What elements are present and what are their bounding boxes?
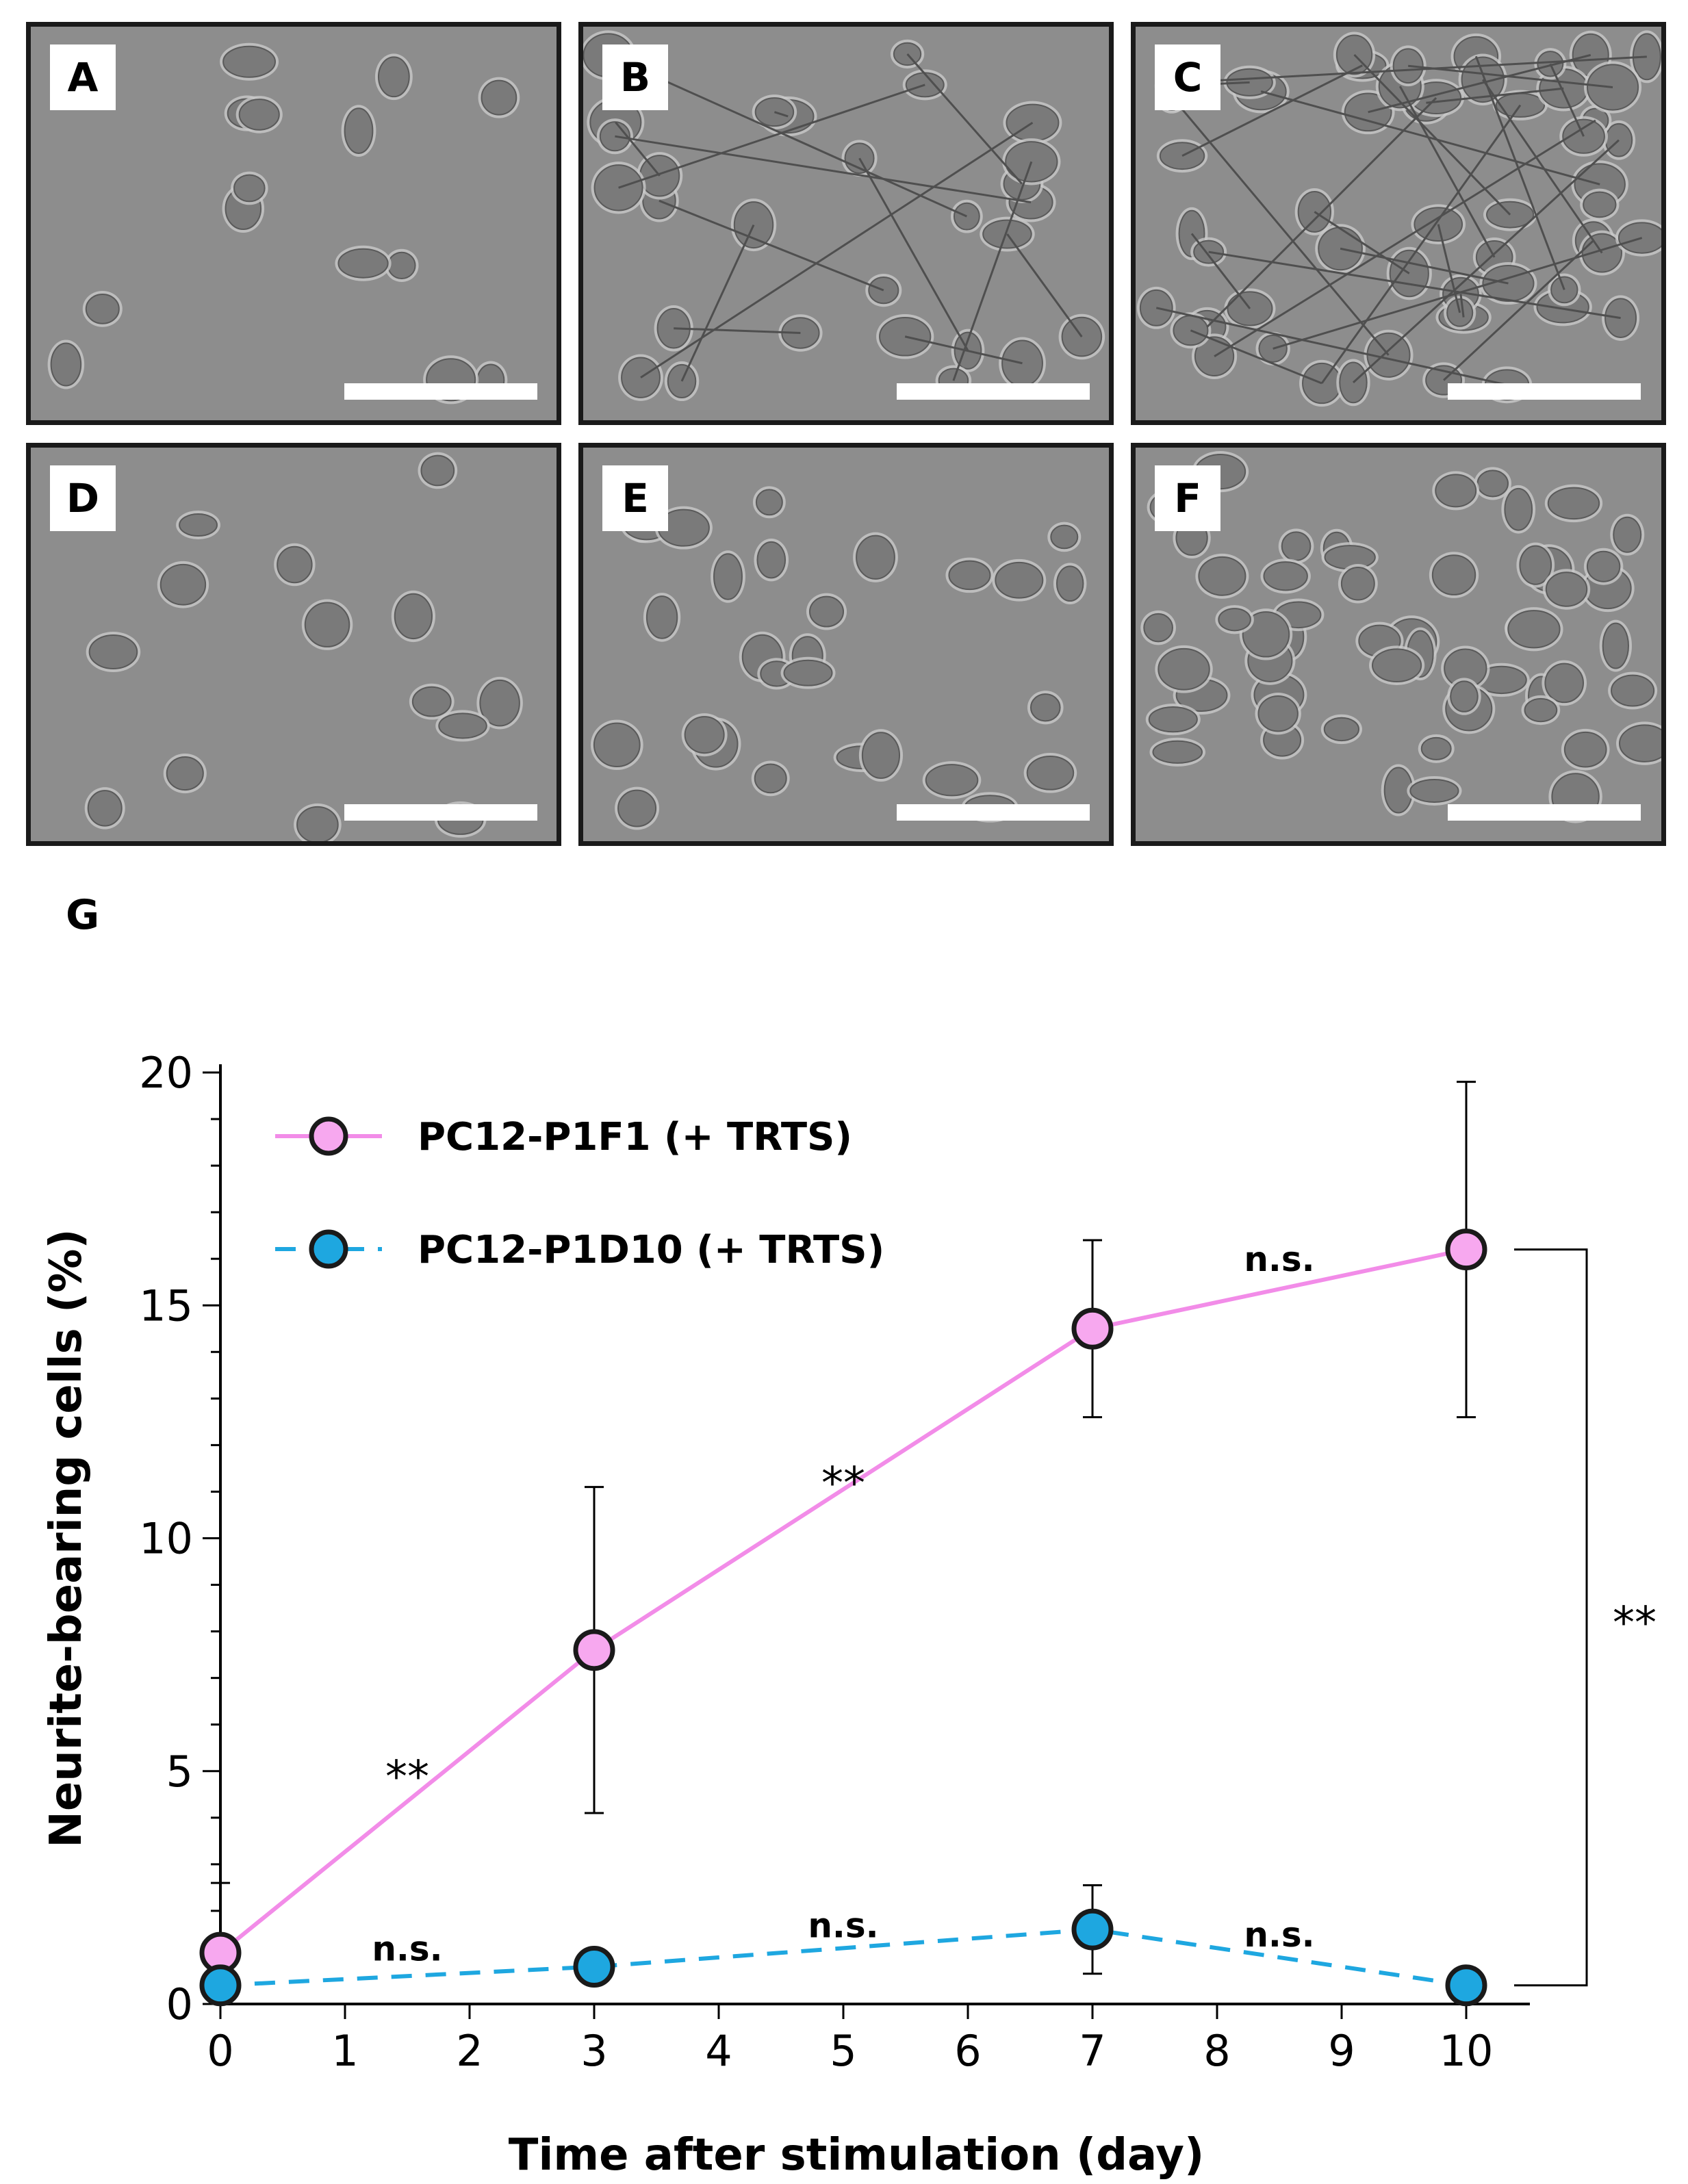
panel-label-c: C: [1155, 44, 1220, 110]
y-tick-label: 0: [166, 1979, 193, 2029]
cell-texture: [84, 452, 523, 841]
legend-label: PC12-P1F1 (+ TRTS): [418, 1115, 852, 1159]
data-point: [1445, 1964, 1487, 2007]
panel-label-b: B: [602, 44, 668, 110]
data-point: [1071, 1307, 1114, 1350]
y-tick-label: 20: [139, 1048, 193, 1098]
x-tick-label: 1: [331, 2026, 358, 2076]
panel-label-g: G: [66, 891, 100, 939]
x-tick-label: 10: [1440, 2026, 1494, 2076]
x-tick-label: 7: [1079, 2026, 1105, 2076]
line-chart: 0 5 10 15 20 0 1 2 3 4 5 6 7 8 9 10 Time after stimulati…: [41, 1048, 1657, 2181]
x-tick-label: 6: [954, 2026, 981, 2076]
y-tick-label: 10: [139, 1514, 193, 1564]
micrograph-panel-b: B: [578, 22, 1114, 425]
significance-ns: n.s.: [1244, 1239, 1314, 1279]
x-tick-label: 3: [580, 2026, 607, 2076]
significance-ns: n.s.: [808, 1905, 878, 1945]
bracket-significance: **: [1613, 1598, 1657, 1649]
micrograph-panel-f: F: [1131, 443, 1666, 846]
micrograph-panel-a: A: [26, 22, 561, 425]
x-tick-label: 9: [1328, 2026, 1355, 2076]
legend-label: PC12-P1D10 (+ TRTS): [418, 1228, 884, 1272]
significance-ns: n.s.: [372, 1929, 442, 1968]
y-tick-label: 15: [139, 1281, 193, 1331]
scale-bar: [1448, 804, 1641, 821]
x-tick-label: 0: [207, 2026, 233, 2076]
scale-bar: [897, 383, 1090, 400]
panel-label-a: A: [50, 44, 116, 110]
significance-stars: **: [821, 1459, 865, 1509]
legend-marker: [309, 1229, 348, 1269]
y-axis-label: Neurite-bearing cells (%): [41, 1229, 92, 1847]
panel-label-f: F: [1155, 465, 1220, 531]
series-line-1: [219, 1247, 1467, 1955]
data-point: [573, 1629, 615, 1671]
legend-marker: [309, 1116, 348, 1156]
scale-bar: [1448, 383, 1641, 400]
x-tick-label: 5: [830, 2026, 856, 2076]
cell-texture: [47, 42, 520, 404]
scale-bar: [897, 804, 1090, 821]
micrograph-panel-e: E: [578, 443, 1114, 846]
x-axis-label: Time after stimulation (day): [509, 2130, 1204, 2181]
comparison-bracket: [1514, 1248, 1588, 1987]
y-tick-label: 5: [166, 1747, 193, 1797]
x-tick-label: 2: [456, 2026, 483, 2076]
panel-label-d: D: [50, 465, 116, 531]
x-tick-label: 8: [1203, 2026, 1230, 2076]
data-point: [573, 1946, 615, 1988]
data-point: [1445, 1229, 1487, 1271]
micrograph-panel-d: D: [26, 443, 561, 846]
panel-label-e: E: [602, 465, 668, 531]
series-line-2: [220, 1927, 1467, 1988]
micrograph-panel-c: C: [1131, 22, 1666, 425]
scale-bar: [344, 804, 537, 821]
significance-stars: **: [385, 1752, 429, 1803]
data-point: [199, 1964, 242, 2007]
significance-ns: n.s.: [1244, 1915, 1314, 1955]
x-tick-label: 4: [705, 2026, 732, 2076]
scale-bar: [344, 383, 537, 400]
data-point: [1071, 1908, 1114, 1951]
